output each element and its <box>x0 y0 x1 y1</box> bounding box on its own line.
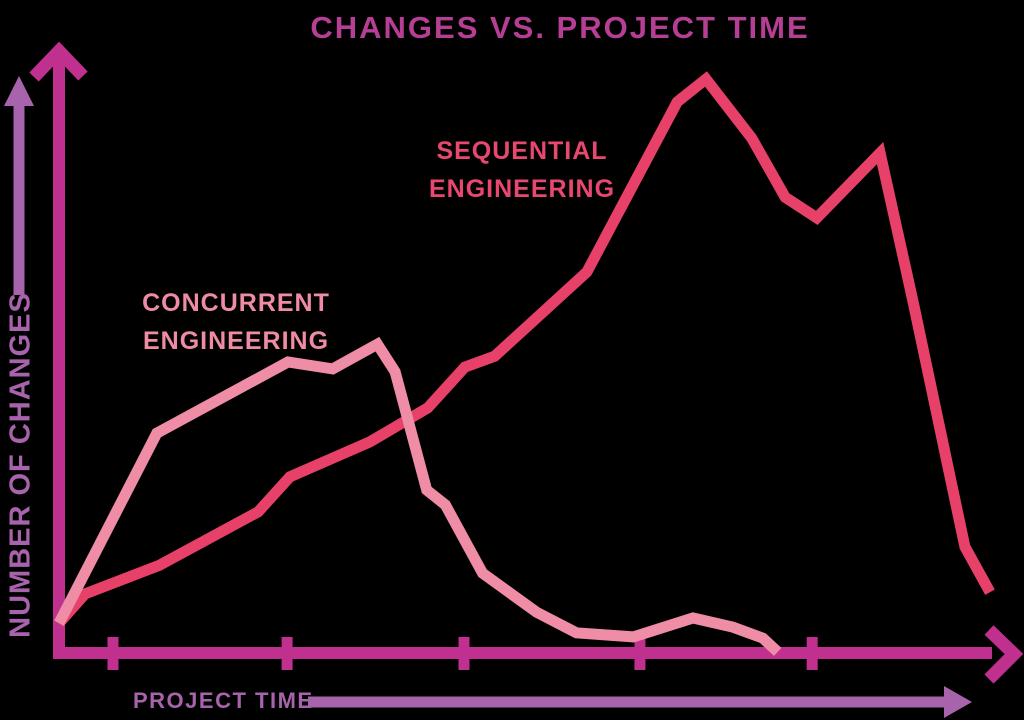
sequential-series-label-line2: ENGINEERING <box>428 175 616 203</box>
sequential-series-label-line1: SEQUENTIAL <box>436 137 608 165</box>
y-increase-arrow <box>4 76 34 295</box>
sequential-engineering-line <box>54 71 995 627</box>
x-increase-arrow <box>308 686 972 718</box>
y-axis-arrow-icon <box>29 41 88 82</box>
x-axis-arrow-icon <box>984 625 1024 684</box>
chart-title: CHANGES VS. PROJECT TIME <box>310 10 810 45</box>
concurrent-engineering-line <box>54 336 782 656</box>
sequential-series-label: SEQUENTIAL ENGINEERING <box>429 132 615 208</box>
series-lines <box>54 71 995 656</box>
x-axis-label: PROJECT TIME <box>133 688 314 713</box>
x-increase-arrow-head-icon <box>944 686 972 718</box>
y-increase-arrow-head-icon <box>4 76 34 106</box>
concurrent-series-label: CONCURRENT ENGINEERING <box>142 284 330 360</box>
concurrent-series-label-line2: ENGINEERING <box>142 327 330 355</box>
x-axis-ticks <box>107 637 818 670</box>
x-axis <box>53 625 1024 684</box>
y-axis <box>29 41 88 659</box>
y-axis-label: NUMBER OF CHANGES <box>4 292 37 638</box>
concurrent-series-label-line1: CONCURRENT <box>142 289 330 317</box>
